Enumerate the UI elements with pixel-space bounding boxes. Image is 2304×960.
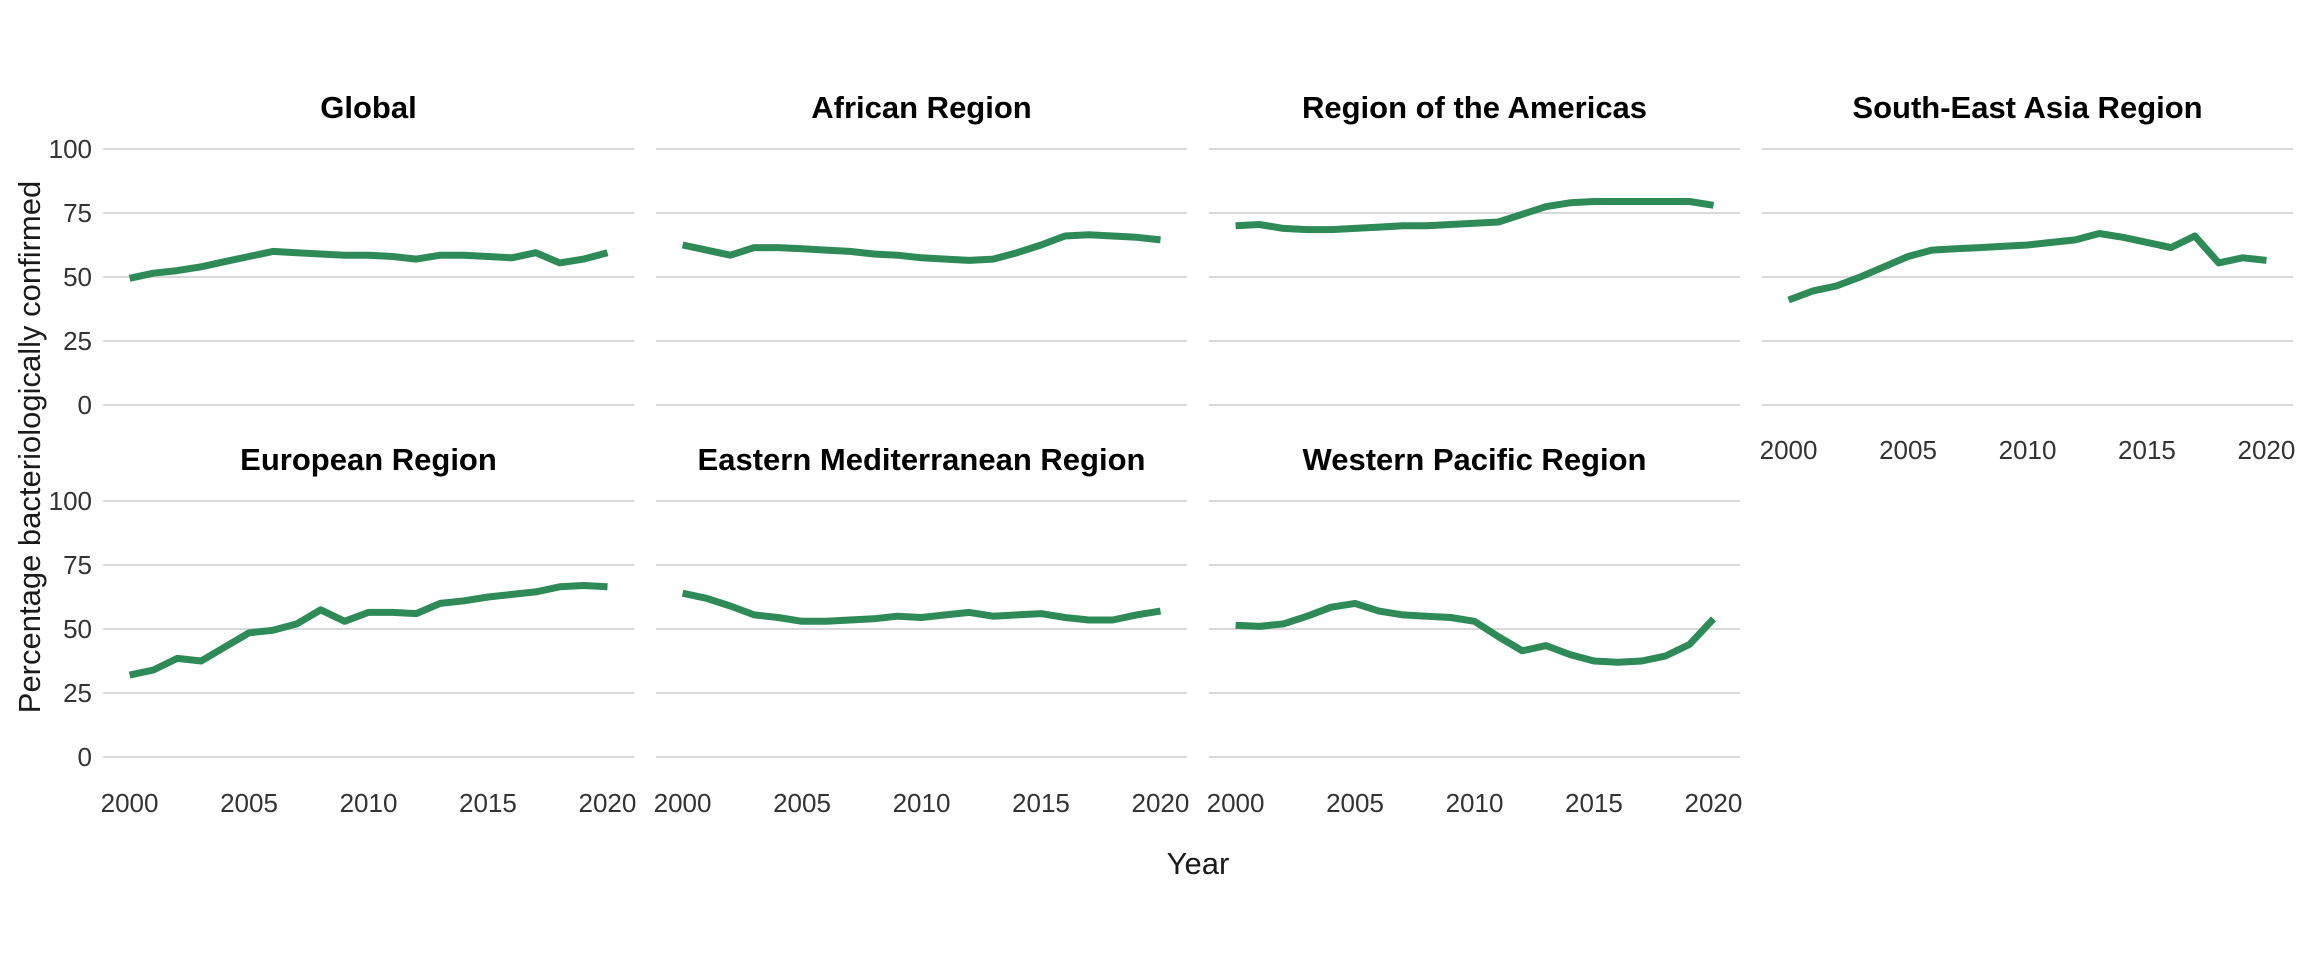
data-line-african-region (681, 231, 1161, 264)
data-line-european-region (128, 582, 608, 679)
x-tick-label: 2015 (1565, 788, 1623, 818)
y-tick-label: 25 (63, 326, 92, 356)
y-tick-label: 0 (77, 390, 92, 420)
x-tick-label: 2015 (1012, 788, 1070, 818)
facet-title: Western Pacific Region (1302, 442, 1647, 477)
x-tick-label: 2015 (2118, 435, 2176, 465)
y-tick-label: 75 (63, 550, 92, 580)
facet-panel-african-region: African Region (656, 78, 1187, 406)
x-tick-label: 2010 (892, 788, 951, 818)
y-axis-title: Percentage bacteriologically confirmed (12, 180, 47, 714)
x-tick-label: 2005 (773, 788, 831, 818)
facet-plot-eastern-mediterranean-region (656, 500, 1187, 758)
facet-plot-south-east-asia-region (1762, 148, 2293, 406)
y-tick-label: 75 (63, 198, 92, 228)
facet-plot-region-of-the-americas (1209, 148, 1740, 406)
data-line-global (128, 247, 609, 282)
facet-title: European Region (240, 442, 497, 477)
facet-title: African Region (811, 90, 1032, 125)
x-tick-label: 2010 (1998, 435, 2057, 465)
x-tick-label: 2000 (100, 788, 159, 818)
x-axis-title: Year (1166, 846, 1230, 881)
facet-panel-global: Global (103, 78, 634, 406)
facet-title: Global (320, 90, 417, 125)
x-tick-label: 2000 (1206, 788, 1265, 818)
x-tick-label: 2000 (653, 788, 712, 818)
x-tick-label: 2005 (220, 788, 278, 818)
y-tick-label: 25 (63, 678, 92, 708)
facet-panel-region-of-the-americas: Region of the Americas (1209, 78, 1740, 406)
facet-panel-european-region: European Region (103, 430, 634, 758)
x-tick-label: 2020 (578, 788, 637, 818)
x-tick-label: 2005 (1879, 435, 1937, 465)
data-line-region-of-the-americas (1235, 198, 1715, 234)
facet-plot-european-region (103, 500, 634, 758)
facet-title: South-East Asia Region (1852, 90, 2203, 125)
data-line-western-pacific-region (1235, 599, 1717, 666)
x-tick-label: 2005 (1326, 788, 1384, 818)
x-tick-label: 2010 (339, 788, 398, 818)
x-tick-label: 2010 (1445, 788, 1504, 818)
facet-title: Region of the Americas (1301, 90, 1648, 125)
facet-panel-western-pacific-region: Western Pacific Region (1209, 430, 1740, 758)
y-tick-label: 100 (48, 486, 92, 516)
x-tick-label: 2000 (1759, 435, 1818, 465)
x-tick-label: 2015 (459, 788, 517, 818)
facet-plot-african-region (656, 148, 1187, 406)
x-tick-label: 2020 (1684, 788, 1743, 818)
x-tick-label: 2020 (2237, 435, 2296, 465)
facet-plot-western-pacific-region (1209, 500, 1740, 758)
facet-panel-eastern-mediterranean-region: Eastern Mediterranean Region (656, 430, 1187, 758)
x-tick-label: 2020 (1131, 788, 1190, 818)
data-line-eastern-mediterranean-region (681, 589, 1162, 625)
data-line-south-east-asia-region (1787, 230, 2267, 304)
facet-title: Eastern Mediterranean Region (697, 442, 1146, 477)
y-tick-label: 50 (63, 262, 92, 292)
y-tick-label: 0 (77, 742, 92, 772)
facet-panel-south-east-asia-region: South-East Asia Region (1762, 78, 2293, 406)
y-tick-label: 50 (63, 614, 92, 644)
y-tick-label: 100 (48, 134, 92, 164)
facet-plot-global (103, 148, 634, 406)
